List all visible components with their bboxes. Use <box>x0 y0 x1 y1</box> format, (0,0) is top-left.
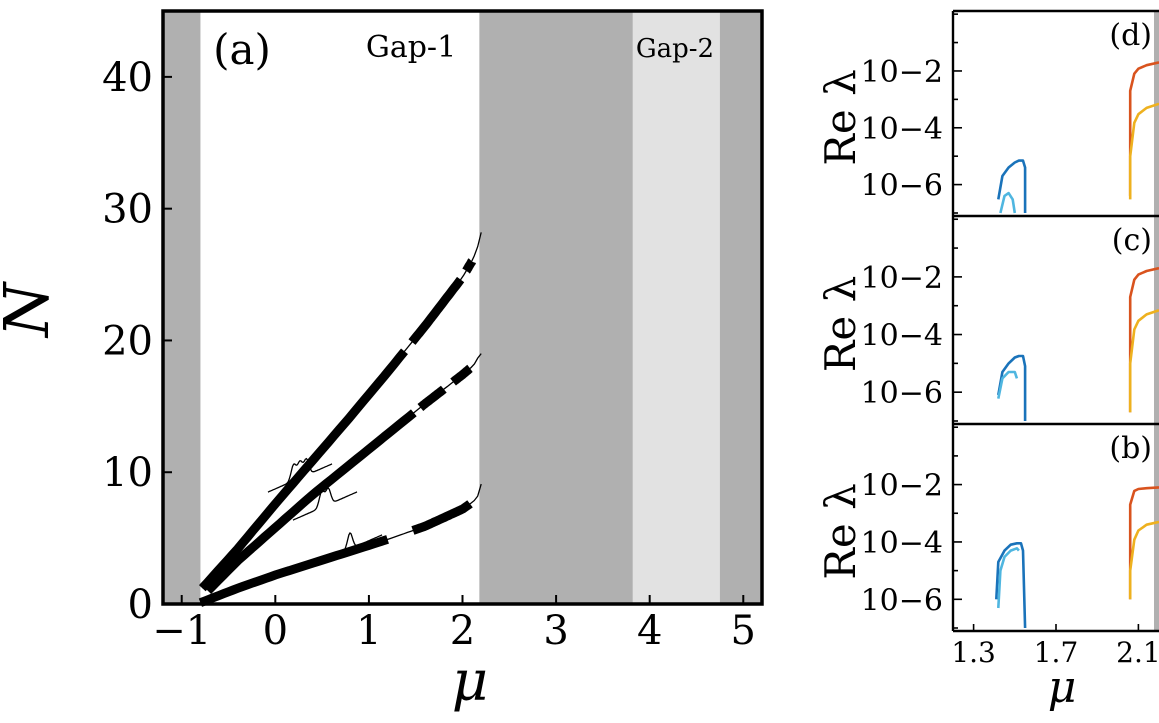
spectral-band-1 <box>479 11 633 604</box>
y-tick-label: 10−6 <box>861 376 943 411</box>
y-tick-label: 0 <box>128 582 153 628</box>
x-tick-label: 5 <box>731 608 756 654</box>
x-tick-label: −1 <box>152 608 211 654</box>
stable-segment-1-1 <box>198 348 408 592</box>
y-axis-label: Re λ <box>816 276 865 372</box>
panel-b: 10−6 10−4 10−2 (b) Re λ 1.3 1.7 2.1 <box>816 424 1159 669</box>
profile-inset-2 <box>292 487 358 521</box>
stable-segment-2-3 <box>450 364 473 386</box>
growth-rate-series-4 <box>1128 308 1159 413</box>
stable-segment-1-3 <box>462 258 476 274</box>
stable-segment-2-1 <box>204 409 417 594</box>
edge-band <box>1154 424 1159 631</box>
right-panels-frame <box>951 9 1159 633</box>
growth-rate-series-2 <box>997 547 1020 609</box>
y-tick-label: 10−2 <box>861 261 943 296</box>
y-axis-label: Re λ <box>816 69 865 165</box>
annotation-gap-1: Gap-1 <box>366 30 456 65</box>
stable-segment-3-1 <box>198 535 389 607</box>
growth-rate-series-2 <box>997 370 1019 399</box>
growth-rate-series-1 <box>995 542 1027 629</box>
edge-band <box>1154 216 1159 424</box>
x-tick-label: 1.7 <box>1034 636 1079 669</box>
x-tick-label: 3 <box>543 608 568 654</box>
spectral-band-3 <box>719 11 762 604</box>
x-tick-label: 0 <box>263 608 288 654</box>
panel-label: (d) <box>1109 18 1152 53</box>
growth-rate-series-3 <box>1128 61 1159 196</box>
y-tick-label: 10 <box>102 450 153 496</box>
panel-label: (b) <box>1109 431 1152 466</box>
x-tick-label: 1.3 <box>951 636 996 669</box>
y-tick-label: 20 <box>102 318 153 364</box>
growth-rate-series-2 <box>999 191 1017 214</box>
y-axis-label: N <box>0 280 63 339</box>
right-x-axis-label: μ <box>1048 662 1077 713</box>
panel-c: 10−6 10−4 10−2 (c) Re λ <box>816 216 1159 424</box>
growth-rate-series-4 <box>1128 102 1159 200</box>
spectral-band-2 <box>632 11 720 604</box>
profile-inset-3 <box>317 532 383 564</box>
y-tick-label: 10−2 <box>861 55 943 90</box>
x-tick-label: 2.1 <box>1116 636 1159 669</box>
y-axis-label: Re λ <box>816 483 865 579</box>
y-tick-label: 10−4 <box>861 526 943 561</box>
panel-d: 10−6 10−4 10−2 (d) Re λ <box>816 11 1159 216</box>
panel-label: (c) <box>1112 223 1152 258</box>
y-tick-label: 30 <box>102 187 153 233</box>
y-tick-label: 10−2 <box>861 469 943 504</box>
y-tick-label: 10−4 <box>861 319 943 354</box>
y-tick-label: 10−6 <box>861 583 943 618</box>
x-axis-label: μ <box>452 649 488 714</box>
x-tick-label: 4 <box>637 608 662 654</box>
x-tick-label: 2 <box>450 608 475 654</box>
stable-segment-1-2 <box>408 276 465 345</box>
spectral-band-0 <box>163 11 201 604</box>
growth-rate-series-3 <box>1128 486 1159 600</box>
stable-segment-2-2 <box>417 385 447 411</box>
growth-rate-series-4 <box>1128 520 1159 600</box>
x-tick-label: 1 <box>356 608 381 654</box>
soliton-profile-insets <box>267 457 383 564</box>
annotation-gap-2: Gap-2 <box>636 34 714 64</box>
profile-inset-1 <box>267 457 333 493</box>
growth-rate-series-1 <box>997 159 1027 213</box>
stable-segment-3-2 <box>411 500 473 535</box>
growth-rate-series-1 <box>997 354 1027 421</box>
growth-rate-series-3 <box>1128 266 1159 413</box>
edge-band <box>1154 11 1159 216</box>
panel-a-label: (a) <box>213 25 271 74</box>
y-tick-label: 10−6 <box>861 169 943 204</box>
y-tick-label: 40 <box>102 55 153 101</box>
y-tick-label: 10−4 <box>861 112 943 147</box>
